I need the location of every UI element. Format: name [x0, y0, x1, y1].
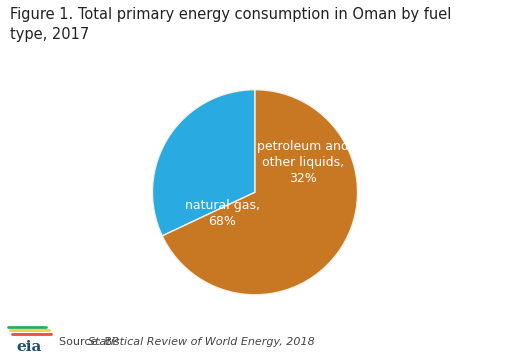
Text: Source: BP: Source: BP — [59, 337, 122, 347]
Text: eia: eia — [17, 340, 42, 354]
Text: Figure 1. Total primary energy consumption in Oman by fuel
type, 2017: Figure 1. Total primary energy consumpti… — [10, 7, 450, 42]
Wedge shape — [162, 90, 357, 295]
Text: petroleum and
other liquids,
32%: petroleum and other liquids, 32% — [256, 140, 348, 184]
Wedge shape — [152, 90, 254, 236]
Text: Statistical Review of World Energy, 2018: Statistical Review of World Energy, 2018 — [88, 337, 314, 347]
Text: natural gas,
68%: natural gas, 68% — [184, 199, 259, 227]
